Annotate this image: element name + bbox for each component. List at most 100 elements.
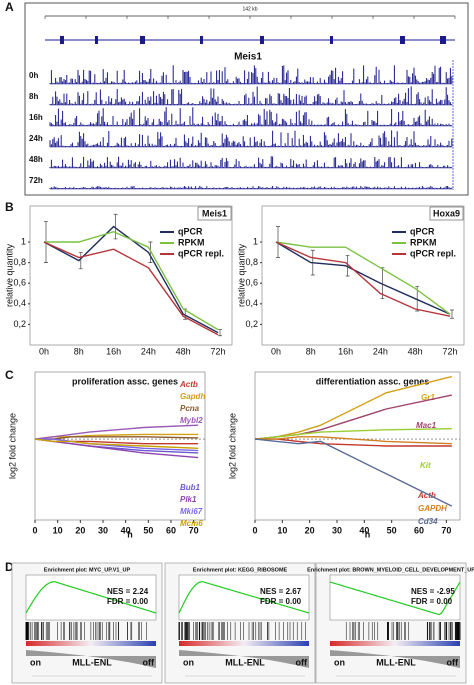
x-tick-label: 30	[98, 525, 108, 535]
error-bar	[450, 309, 454, 319]
rank-gradient	[179, 641, 309, 646]
track-label: 24h	[29, 134, 43, 143]
series-line	[43, 241, 219, 336]
error-bar	[113, 213, 118, 240]
series-label: Gr1	[421, 393, 435, 402]
left-label: on	[30, 657, 41, 667]
legend-label: RPKM	[410, 237, 437, 247]
fdr: FDR = 0.00	[260, 597, 302, 606]
y-tick-label: 0,8	[245, 257, 258, 267]
legend-label: RPKM	[178, 237, 205, 247]
series-label: Gapdh	[180, 392, 205, 401]
title-box	[429, 206, 464, 221]
y-tick-label: 0,4	[245, 298, 258, 308]
x-tick-label: 48h	[176, 346, 191, 356]
x-tick-label: 16h	[106, 346, 121, 356]
x-tick-label: 60	[414, 525, 424, 535]
chart-title: proliferation assc. genes	[72, 376, 178, 386]
x-tick-label: 30	[332, 525, 342, 535]
series-line	[34, 438, 199, 449]
y-tick-label: 0,2	[13, 319, 26, 329]
series-label: Mac1	[416, 421, 437, 430]
title-box	[197, 206, 232, 221]
es-curve	[329, 581, 461, 616]
x-tick-label: 0h	[39, 346, 49, 356]
center-label: MLL-ENL	[72, 657, 112, 667]
center-label: MLL-ENL	[225, 657, 265, 667]
x-tick-label: 50	[143, 525, 153, 535]
coverage-track	[49, 185, 453, 189]
coverage-track	[49, 130, 453, 147]
es-curve	[25, 580, 157, 614]
chart-title: Meis1	[202, 208, 227, 218]
panel-label: A	[5, 0, 14, 14]
x-tick-label: 60	[166, 525, 176, 535]
x-tick-label: 40	[359, 525, 369, 535]
coverage-track	[49, 156, 453, 168]
exon	[400, 36, 405, 44]
x-tick-label: 0	[32, 525, 37, 535]
series-label: Actb	[179, 380, 198, 389]
coverage-track	[49, 86, 453, 105]
hit-barcode	[345, 622, 461, 640]
series-line	[275, 241, 451, 317]
gsea-title: Enrichment plot: BROWN_MYELOID_CELL_DEVE…	[307, 567, 474, 573]
x-axis-label: h	[127, 529, 133, 539]
series-line	[275, 241, 451, 315]
gsea-title: Enrichment plot: KEGG_RIBOSOME	[193, 567, 288, 573]
x-tick-label: 20	[75, 525, 85, 535]
y-tick-label: 0,4	[13, 298, 26, 308]
y-tick-label: 0,6	[245, 278, 258, 288]
error-bar	[78, 251, 83, 270]
x-tick-label: 72h	[210, 346, 225, 356]
es-area	[25, 574, 157, 621]
fdr: FDR = 0.00	[107, 597, 149, 606]
fdr: FDR = 0.00	[411, 597, 453, 606]
series-line	[255, 436, 452, 445]
plot-frame	[261, 205, 465, 346]
error-bar	[310, 249, 315, 276]
right-label: off	[296, 657, 308, 667]
y-axis-label: relative quantity	[4, 243, 14, 307]
y-tick-label: 0,6	[13, 278, 26, 288]
exon	[95, 36, 98, 44]
panel-label: D	[5, 560, 14, 574]
series-label: Pcna	[180, 404, 200, 413]
y-tick-label: 0,8	[13, 257, 26, 267]
right-label: off	[143, 657, 155, 667]
track-label: 72h	[29, 176, 43, 185]
error-bar	[148, 241, 153, 263]
series-line	[254, 394, 452, 440]
ranked-metric	[26, 650, 156, 668]
coverage-track	[49, 107, 453, 126]
ranked-metric	[330, 650, 460, 668]
series-label: GAPDH	[418, 504, 447, 513]
error-bar	[218, 329, 222, 337]
nes: NES = 2.67	[260, 587, 302, 596]
ranked-metric	[179, 650, 309, 668]
x-tick-label: 70	[441, 525, 451, 535]
series-label: Actb	[417, 491, 436, 500]
series-label: Mybl2	[180, 416, 203, 425]
track-label: 16h	[29, 113, 43, 122]
nes: NES = 2.24	[107, 587, 149, 596]
plot-frame	[254, 371, 461, 521]
x-tick-label: 10	[53, 525, 63, 535]
legend-label: qPCR	[410, 226, 435, 236]
x-axis-label: h	[365, 529, 371, 539]
x-tick-label: 0h	[271, 346, 281, 356]
series-line	[254, 438, 453, 507]
x-tick-label: 8h	[74, 346, 84, 356]
series-label: Plk1	[180, 495, 197, 504]
plot-frame	[29, 205, 233, 346]
series-line	[44, 230, 219, 331]
hit-barcode	[178, 622, 306, 640]
coverage-track	[49, 65, 453, 84]
error-bar	[345, 255, 350, 277]
y-tick-label: 1	[253, 236, 258, 246]
x-tick-label: 8h	[306, 346, 316, 356]
rank-gradient	[26, 641, 156, 646]
x-tick-label: 10	[277, 525, 287, 535]
exon	[140, 36, 145, 44]
